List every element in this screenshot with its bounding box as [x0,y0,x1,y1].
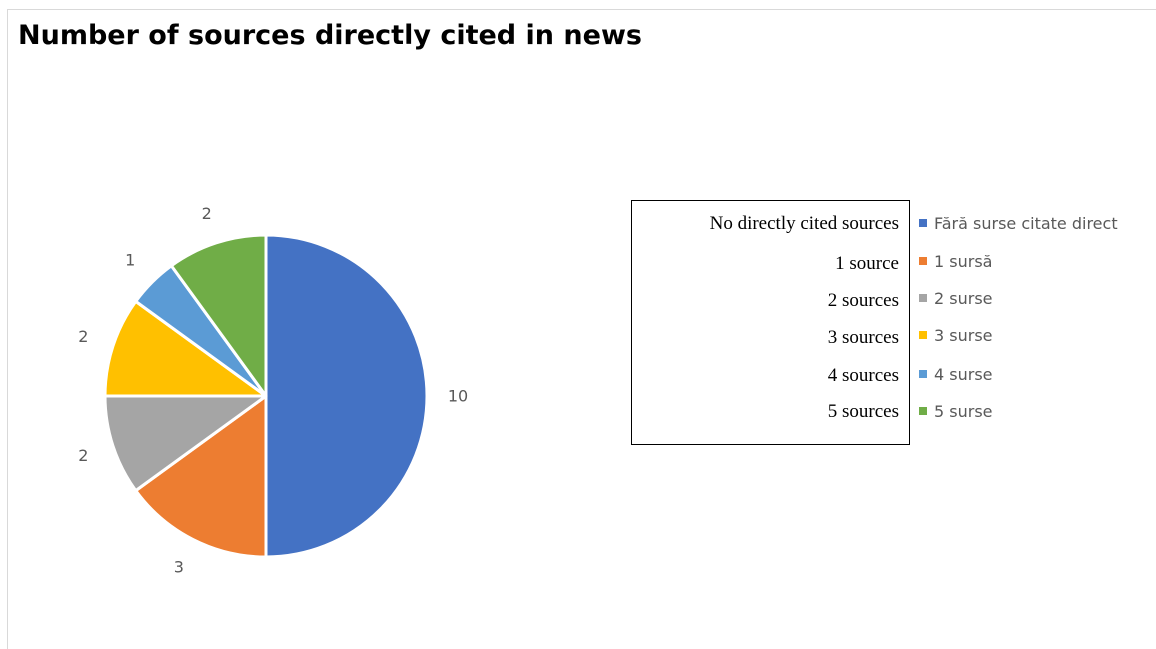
legend-label: 2 surse [934,288,993,308]
pie-slices [103,233,429,559]
pie-data-label: 3 [174,558,184,577]
legend-swatch [919,257,927,265]
pie-slice [134,394,268,559]
translation-item: 4 sources [827,365,899,386]
pie-chart: 10 3 2 2 1 2 [78,204,468,577]
legend-label: 5 surse [934,401,993,421]
legend-item: 4 surse [919,364,993,384]
chart-title: Number of sources directly cited in news [18,20,642,51]
translation-item: 5 sources [827,401,899,422]
translation-item: 3 sources [827,327,899,348]
legend-swatch [919,370,927,378]
pie-slice [264,233,429,559]
legend-swatch [919,294,927,302]
translation-item: 1 source [835,253,899,274]
legend-swatch [919,407,927,415]
pie-slice [103,394,268,493]
translation-item: No directly cited sources [709,213,899,234]
pie-data-label: 2 [78,327,88,346]
legend-item: 1 sursă [919,251,992,271]
pie-data-label: 10 [448,387,468,406]
legend-swatch [919,219,927,227]
legend-item: Fără surse citate direct [919,213,1118,233]
legend-swatch [919,331,927,339]
pie-data-label: 1 [125,251,135,270]
translation-box: No directly cited sources 1 source 2 sou… [631,200,910,445]
pie-slice [169,233,268,398]
legend-label: Fără surse citate direct [934,213,1118,233]
legend-label: 1 sursă [934,251,993,271]
legend-label: 3 surse [934,325,993,345]
legend-item: 3 surse [919,325,993,345]
legend-item: 2 surse [919,288,993,308]
translation-item: 2 sources [827,290,899,311]
chart-frame [7,9,1156,649]
legend-label: 4 surse [934,364,993,384]
pie-data-label: 2 [202,204,212,223]
pie-data-labels: 10 3 2 2 1 2 [78,204,468,577]
pie-data-label: 2 [78,446,88,465]
pie-slice [103,299,268,398]
legend-item: 5 surse [919,401,993,421]
